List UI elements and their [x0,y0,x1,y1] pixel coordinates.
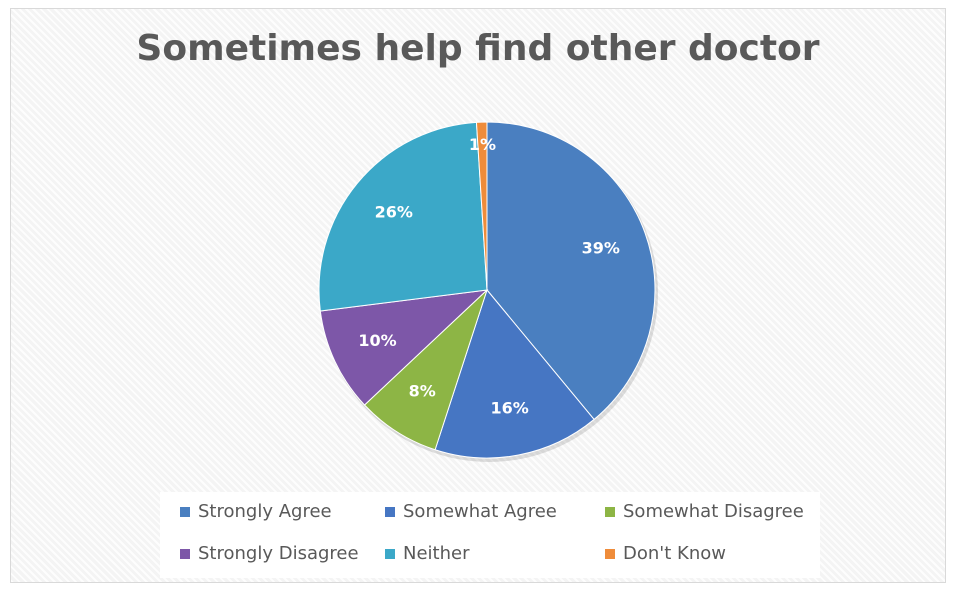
pie-slice-strongly-agree [486,121,656,421]
legend-swatch [385,548,395,559]
data-label-strongly-agree: 39% [582,239,620,258]
pie-slice-don-t-know [475,121,488,291]
legend: Strongly Agree Somewhat Agree Somewhat Dis… [160,492,820,578]
data-label-somewhat-disagree: 8% [409,382,436,401]
legend-item-don-t-know: Don't Know [605,543,726,564]
data-label-somewhat-agree: 16% [491,398,529,417]
legend-label: Somewhat Agree [403,501,557,522]
legend-swatch [605,506,615,517]
legend-label: Strongly Agree [198,501,332,522]
legend-label: Don't Know [623,543,726,564]
legend-item-strongly-disagree: Strongly Disagree [180,543,359,564]
chart-title: Sometimes help find other doctor [136,28,820,69]
legend-label: Strongly Disagree [198,543,359,564]
data-label-strongly-disagree: 10% [358,331,396,350]
legend-item-somewhat-agree: Somewhat Agree [385,501,557,522]
data-label-neither: 26% [375,202,413,221]
legend-item-neither: Neither [385,543,469,564]
pie-slice-somewhat-agree [434,288,595,459]
legend-label: Somewhat Disagree [623,501,804,522]
legend-item-strongly-agree: Strongly Agree [180,501,332,522]
legend-swatch [180,548,190,559]
pie-slice-strongly-disagree [319,289,489,406]
pie-slice-neither [318,121,488,312]
legend-label: Neither [403,543,470,564]
legend-swatch [385,506,395,517]
legend-swatch [605,548,615,559]
data-label-don-t-know: 1% [469,135,496,154]
legend-swatch [180,506,190,517]
legend-item-somewhat-disagree: Somewhat Disagree [605,501,804,522]
